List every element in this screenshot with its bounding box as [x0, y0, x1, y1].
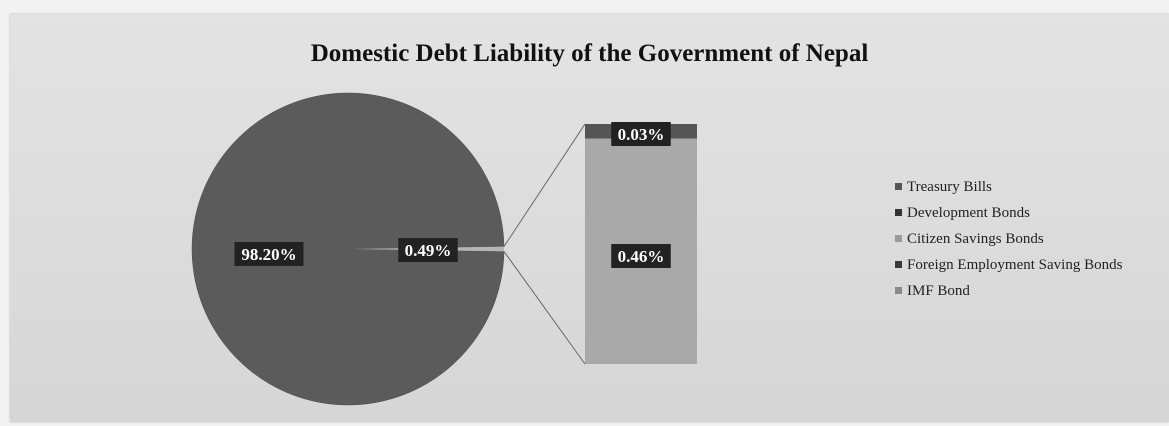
- legend-label: Treasury Bills: [907, 179, 992, 195]
- legend-swatch: [895, 209, 902, 216]
- legend-swatch: [895, 183, 902, 190]
- connector-line-bottom: [503, 251, 586, 365]
- data-label-main-bg: [234, 242, 304, 266]
- legend-label: Development Bonds: [907, 205, 1030, 221]
- data-label-bar-bottom: 0.46%: [618, 247, 665, 266]
- legend-item: Treasury Bills: [895, 174, 1122, 200]
- connector-line-top: [503, 123, 586, 247]
- chart-title: Domestic Debt Liability of the Governmen…: [310, 40, 869, 67]
- legend-label: Foreign Employment Saving Bonds: [907, 257, 1123, 273]
- data-label-bar-bottom-bg: [611, 244, 671, 268]
- chart-legend: Treasury Bills Development Bonds Citizen S…: [895, 174, 1122, 304]
- chart-area: 98.20% 0.49% 0.03% 0.46% Domestic Debt Liab…: [10, 14, 1169, 422]
- data-label-bar-top: 0.03%: [618, 125, 665, 144]
- legend-item: IMF Bond: [895, 278, 1122, 304]
- data-label-bar-top-bg: [611, 122, 671, 146]
- legend-item: Citizen Savings Bonds: [895, 226, 1122, 252]
- chart-canvas: 98.20% 0.49% 0.03% 0.46%: [191, 92, 697, 406]
- pie-slice-main: [191, 92, 505, 406]
- data-label-main: 98.20%: [241, 245, 296, 264]
- data-label-small: 0.49%: [405, 241, 452, 260]
- legend-swatch: [895, 235, 902, 242]
- legend-label: IMF Bond: [907, 283, 970, 299]
- legend-label: Citizen Savings Bonds: [907, 231, 1044, 247]
- legend-item: Foreign Employment Saving Bonds: [895, 252, 1122, 278]
- data-label-small-bg: [398, 238, 458, 262]
- legend-swatch: [895, 287, 902, 294]
- legend-item: Development Bonds: [895, 200, 1122, 226]
- legend-swatch: [895, 261, 902, 268]
